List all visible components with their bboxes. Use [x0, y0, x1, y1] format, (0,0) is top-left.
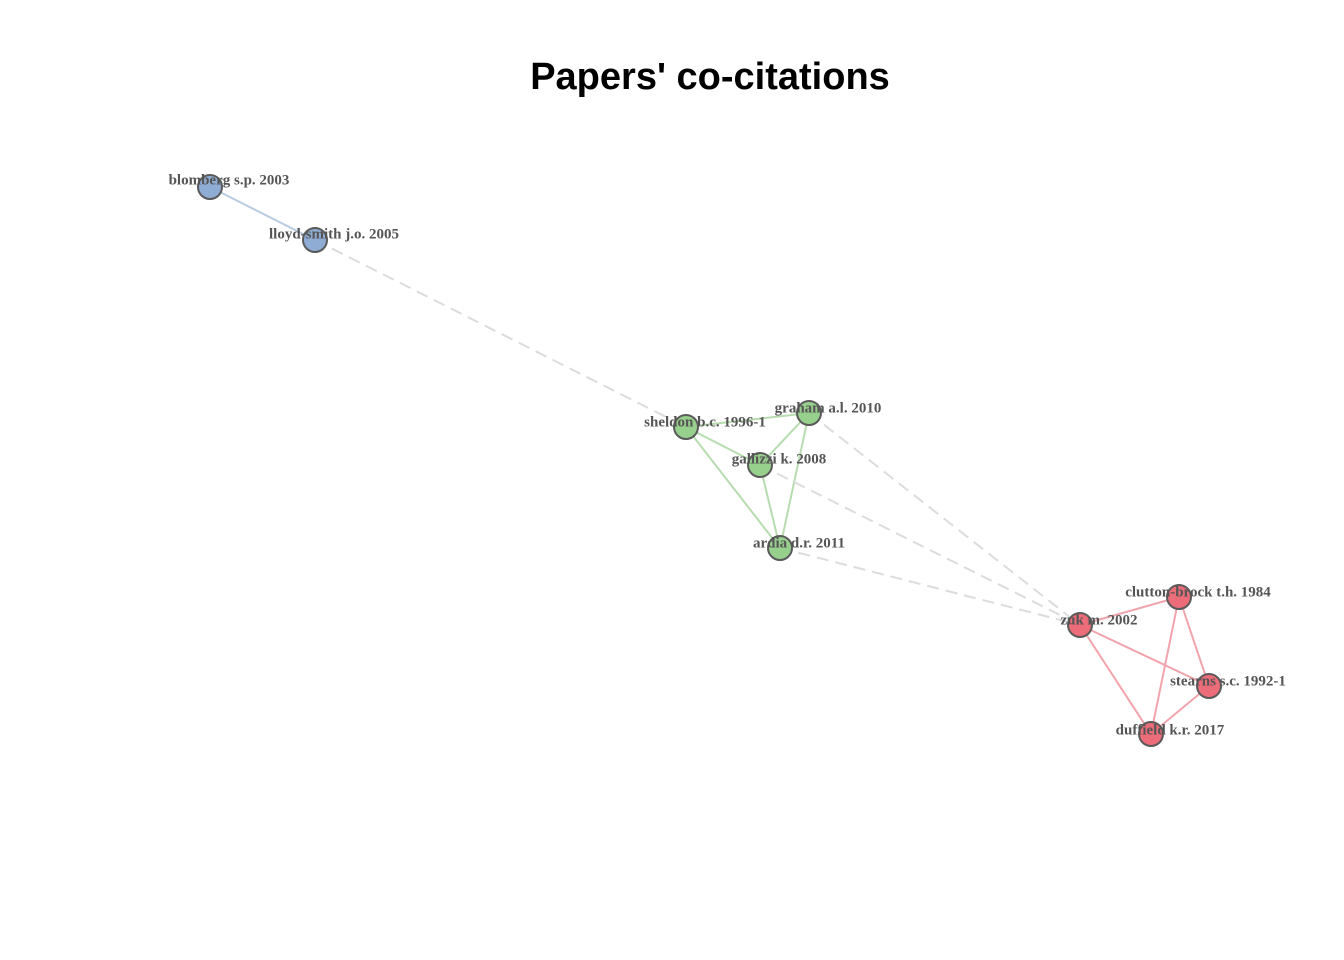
node-lloyd[interactable]	[302, 227, 328, 253]
node-label-sheldon: sheldon b.c. 1996-1	[644, 414, 766, 430]
node-label-lloyd: lloyd-smith j.o. 2005	[269, 226, 399, 242]
node-label-duffield: duffield k.r. 2017	[1116, 722, 1225, 738]
node-label-blomberg: blomberg s.p. 2003	[169, 172, 290, 188]
edge-sheldon-ardia	[685, 426, 781, 549]
node-label-clutton: clutton-brock t.h. 1984	[1125, 584, 1271, 600]
labels-layer: blomberg s.p. 2003 lloyd-smith j.o. 2005 s…	[169, 172, 1286, 738]
edge-gallizzi-zuk	[759, 464, 1081, 626]
edge-clutton-duffield	[1150, 596, 1180, 735]
node-label-stearns: stearns s.c. 1992-1	[1170, 673, 1286, 689]
node-blomberg[interactable]	[197, 174, 223, 200]
edge-graham-zuk	[808, 412, 1081, 626]
edge-sheldon-gallizzi	[685, 426, 761, 466]
edge-ardia-zuk	[779, 547, 1081, 626]
node-label-zuk: zuk m. 2002	[1060, 612, 1137, 628]
edges-layer	[209, 186, 1210, 735]
node-ardia[interactable]	[767, 535, 793, 561]
node-label-ardia: ardia d.r. 2011	[753, 535, 845, 551]
chart-title: Papers' co-citations	[530, 56, 890, 98]
node-zuk[interactable]	[1067, 612, 1093, 638]
edge-zuk-stearns	[1079, 624, 1210, 687]
node-duffield[interactable]	[1138, 721, 1164, 747]
edge-graham-ardia	[779, 412, 810, 549]
edge-gallizzi-ardia	[759, 464, 781, 549]
node-clutton[interactable]	[1166, 584, 1192, 610]
node-stearns[interactable]	[1196, 673, 1222, 699]
edge-zuk-clutton	[1079, 596, 1180, 626]
nodes-layer	[197, 174, 1222, 747]
node-label-gallizzi: gallizzi k. 2008	[732, 451, 827, 467]
node-graham[interactable]	[796, 400, 822, 426]
edge-clutton-stearns	[1178, 596, 1210, 687]
node-gallizzi[interactable]	[747, 452, 773, 478]
edge-sheldon-graham	[685, 412, 810, 428]
node-sheldon[interactable]	[673, 414, 699, 440]
edge-zuk-duffield	[1079, 624, 1152, 735]
edge-blomberg-lloyd	[209, 186, 316, 241]
node-label-graham: graham a.l. 2010	[775, 400, 882, 416]
edge-lloyd-sheldon	[314, 239, 687, 428]
